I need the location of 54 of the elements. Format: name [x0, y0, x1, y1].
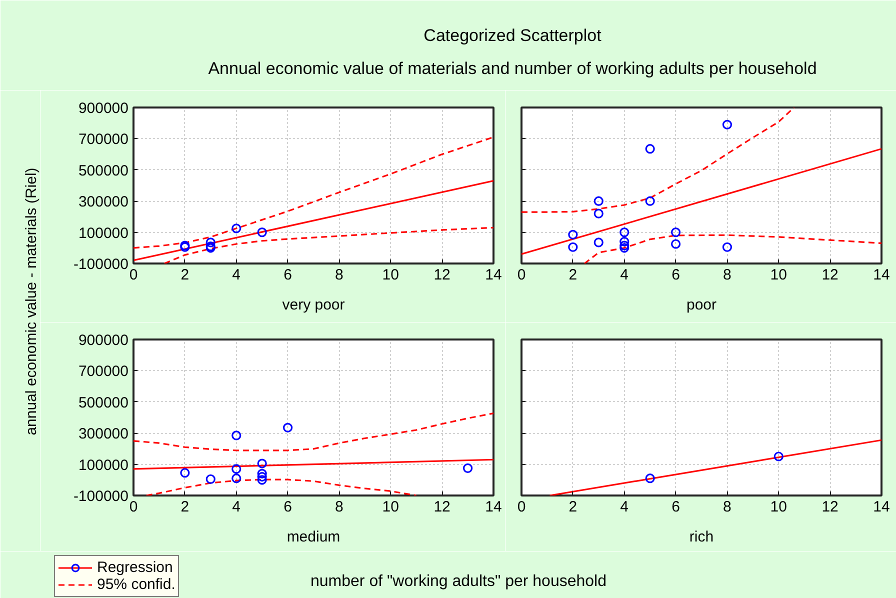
- x-tick-label: 6: [284, 498, 292, 516]
- x-tick-label: 14: [485, 498, 502, 516]
- y-tick-label: 100000: [78, 224, 129, 242]
- y-tick-label: 500000: [78, 162, 129, 180]
- x-tick-label: 0: [517, 498, 526, 516]
- x-tick-label: 10: [770, 498, 787, 516]
- x-tick-label: 6: [284, 266, 292, 284]
- x-tick-label: 8: [723, 266, 732, 284]
- x-tick-label: 8: [723, 498, 732, 516]
- y-tick-label: -100000: [73, 256, 129, 273]
- x-tick-label: 4: [232, 498, 241, 516]
- y-tick-label: 500000: [78, 394, 129, 412]
- x-tick-label: 6: [672, 266, 680, 284]
- x-tick-label: 14: [485, 266, 502, 284]
- y-tick-label: 300000: [78, 194, 129, 211]
- x-tick-label: 6: [672, 498, 680, 516]
- x-tick-label: 12: [822, 498, 838, 516]
- x-tick-label: 2: [568, 498, 578, 516]
- legend-label: Regression: [97, 559, 173, 576]
- x-axis-title: very poor: [282, 296, 345, 314]
- x-tick-label: 0: [129, 498, 138, 516]
- x-tick-label: 2: [180, 498, 190, 516]
- x-tick-label: 0: [129, 266, 138, 284]
- y-tick-label: 300000: [78, 426, 129, 443]
- x-tick-label: 4: [620, 498, 629, 516]
- x-tick-label: 12: [434, 498, 450, 516]
- y-tick-label: 900000: [78, 100, 129, 117]
- x-tick-label: 2: [180, 266, 190, 284]
- x-axis-title: rich: [689, 528, 714, 546]
- y-axis-title: annual economic value - materials (Riel): [23, 168, 40, 436]
- x-tick-label: 10: [382, 266, 399, 284]
- legend-label: 95% confid.: [97, 576, 176, 593]
- x-tick-label: 14: [873, 498, 890, 516]
- x-tick-label: 4: [232, 266, 241, 284]
- x-tick-label: 10: [770, 266, 787, 284]
- x-axis-title: medium: [286, 528, 340, 546]
- y-tick-label: -100000: [73, 488, 129, 505]
- y-tick-label: 900000: [78, 332, 129, 349]
- chart-subtitle: Annual economic value of materials and number of working adults per household: [208, 59, 817, 78]
- x-tick-label: 12: [434, 266, 450, 284]
- y-tick-label: 700000: [78, 131, 129, 148]
- y-tick-label: 700000: [78, 363, 129, 380]
- y-tick-label: 100000: [78, 456, 129, 474]
- x-tick-label: 2: [568, 266, 578, 284]
- x-tick-label: 10: [382, 498, 399, 516]
- x-tick-label: 4: [620, 266, 629, 284]
- x-tick-label: 8: [335, 266, 344, 284]
- x-tick-label: 0: [517, 266, 526, 284]
- x-tick-label: 14: [873, 266, 890, 284]
- x-axis-title: poor: [686, 296, 717, 314]
- x-tick-label: 8: [335, 498, 344, 516]
- x-tick-label: 12: [822, 266, 838, 284]
- text: number of "working adults" per household: [310, 573, 606, 590]
- chart-title: Categorized Scatterplot: [424, 26, 602, 45]
